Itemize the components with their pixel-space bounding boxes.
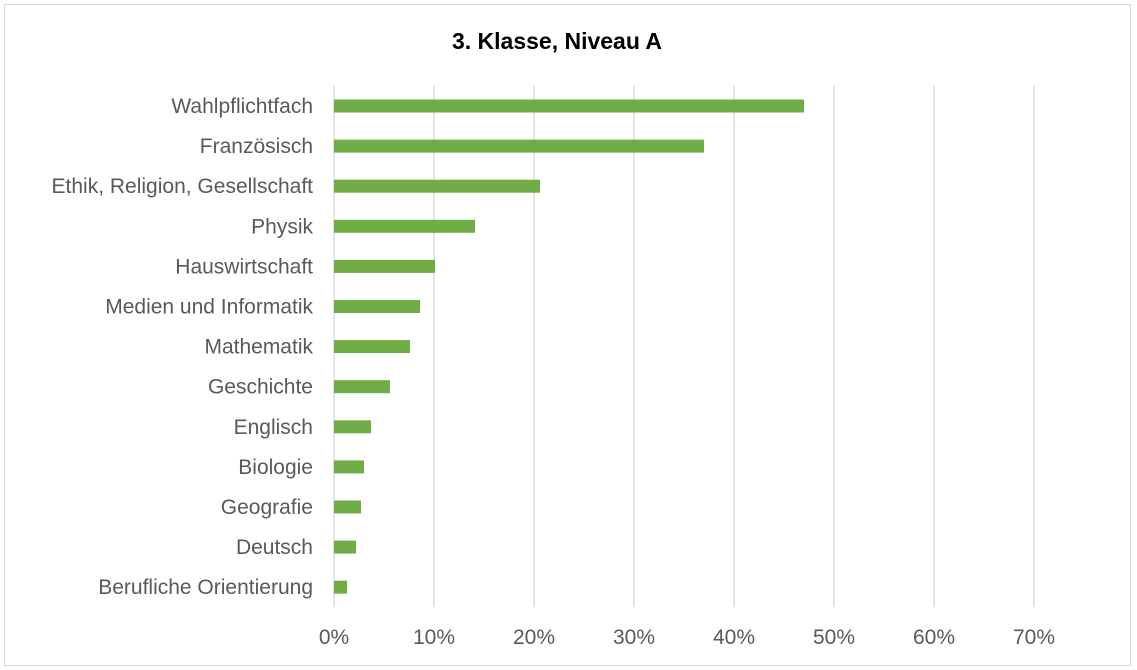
x-tick-label: 20% — [513, 626, 555, 649]
category-label: Mathematik — [204, 336, 313, 359]
x-tick-label: 50% — [813, 626, 855, 649]
category-label: Biologie — [238, 456, 313, 479]
category-label: Medien und Informatik — [105, 296, 313, 319]
bar — [334, 460, 364, 474]
bar-chart: 3. Klasse, Niveau A Wahlpflichtfach Franz… — [52, 28, 1055, 649]
category-label: Hauswirtschaft — [175, 255, 313, 278]
chart-title: 3. Klasse, Niveau A — [452, 28, 662, 54]
bar — [334, 179, 540, 193]
bar — [334, 540, 356, 554]
category-label: Physik — [251, 215, 313, 238]
bar — [334, 420, 371, 434]
category-label: Geschichte — [208, 376, 313, 399]
category-label: Wahlpflichtfach — [171, 95, 313, 118]
category-label: Geografie — [221, 496, 313, 519]
chart-frame: 3. Klasse, Niveau A Wahlpflichtfach Franz… — [4, 4, 1131, 666]
category-label: Deutsch — [236, 536, 313, 559]
x-tick-label: 60% — [913, 626, 955, 649]
x-tick-label: 10% — [413, 626, 455, 649]
category-label: Englisch — [234, 416, 313, 439]
category-label: Ethik, Religion, Gesellschaft — [52, 175, 314, 198]
category-label: Französisch — [200, 135, 313, 158]
x-tick-label: 40% — [713, 626, 755, 649]
bar — [334, 300, 420, 313]
bar — [334, 259, 435, 273]
category-label: Berufliche Orientierung — [98, 576, 313, 599]
bar — [334, 99, 804, 113]
bar — [334, 580, 347, 594]
x-tick-label: 70% — [1013, 626, 1055, 649]
x-tick-label: 0% — [319, 626, 349, 649]
bar — [334, 380, 390, 394]
bar — [334, 139, 704, 153]
bar — [334, 500, 361, 514]
bar — [334, 340, 410, 354]
bar — [334, 219, 475, 233]
x-tick-label: 30% — [613, 626, 655, 649]
